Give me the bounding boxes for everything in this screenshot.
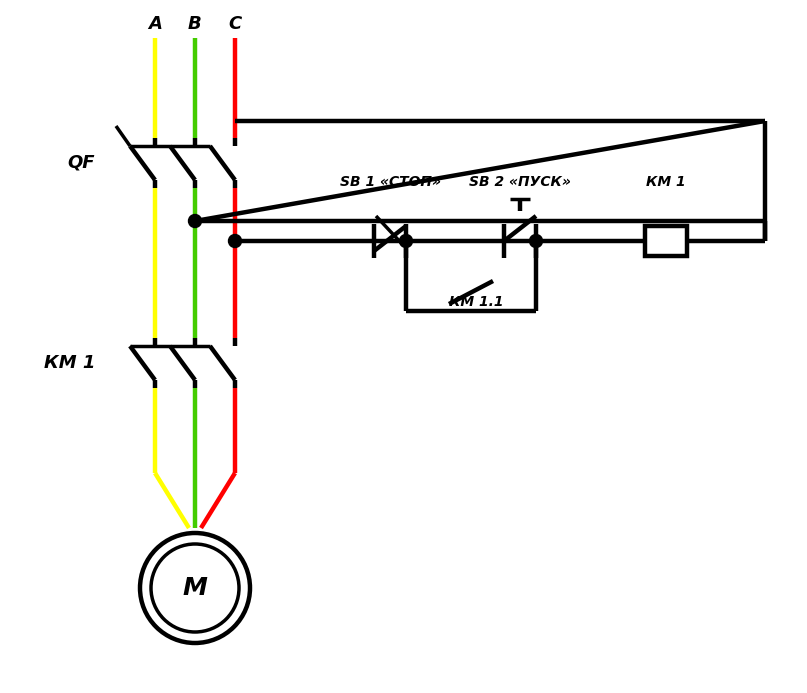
Circle shape [529, 234, 542, 247]
Text: КМ 1: КМ 1 [646, 175, 686, 189]
Text: M: M [182, 576, 207, 600]
Text: C: C [228, 15, 241, 33]
Text: QF: QF [68, 154, 95, 172]
Text: B: B [188, 15, 202, 33]
Text: A: A [148, 15, 162, 33]
Circle shape [399, 234, 412, 247]
Text: КМ 1: КМ 1 [44, 354, 95, 372]
Bar [645, 226, 687, 256]
Text: SB 2 «ПУСК»: SB 2 «ПУСК» [469, 175, 571, 189]
Circle shape [189, 215, 202, 227]
Circle shape [228, 234, 241, 247]
Text: КМ 1.1: КМ 1.1 [449, 295, 504, 309]
Text: SB 1 «СТОП»: SB 1 «СТОП» [340, 175, 441, 189]
Circle shape [151, 544, 239, 632]
